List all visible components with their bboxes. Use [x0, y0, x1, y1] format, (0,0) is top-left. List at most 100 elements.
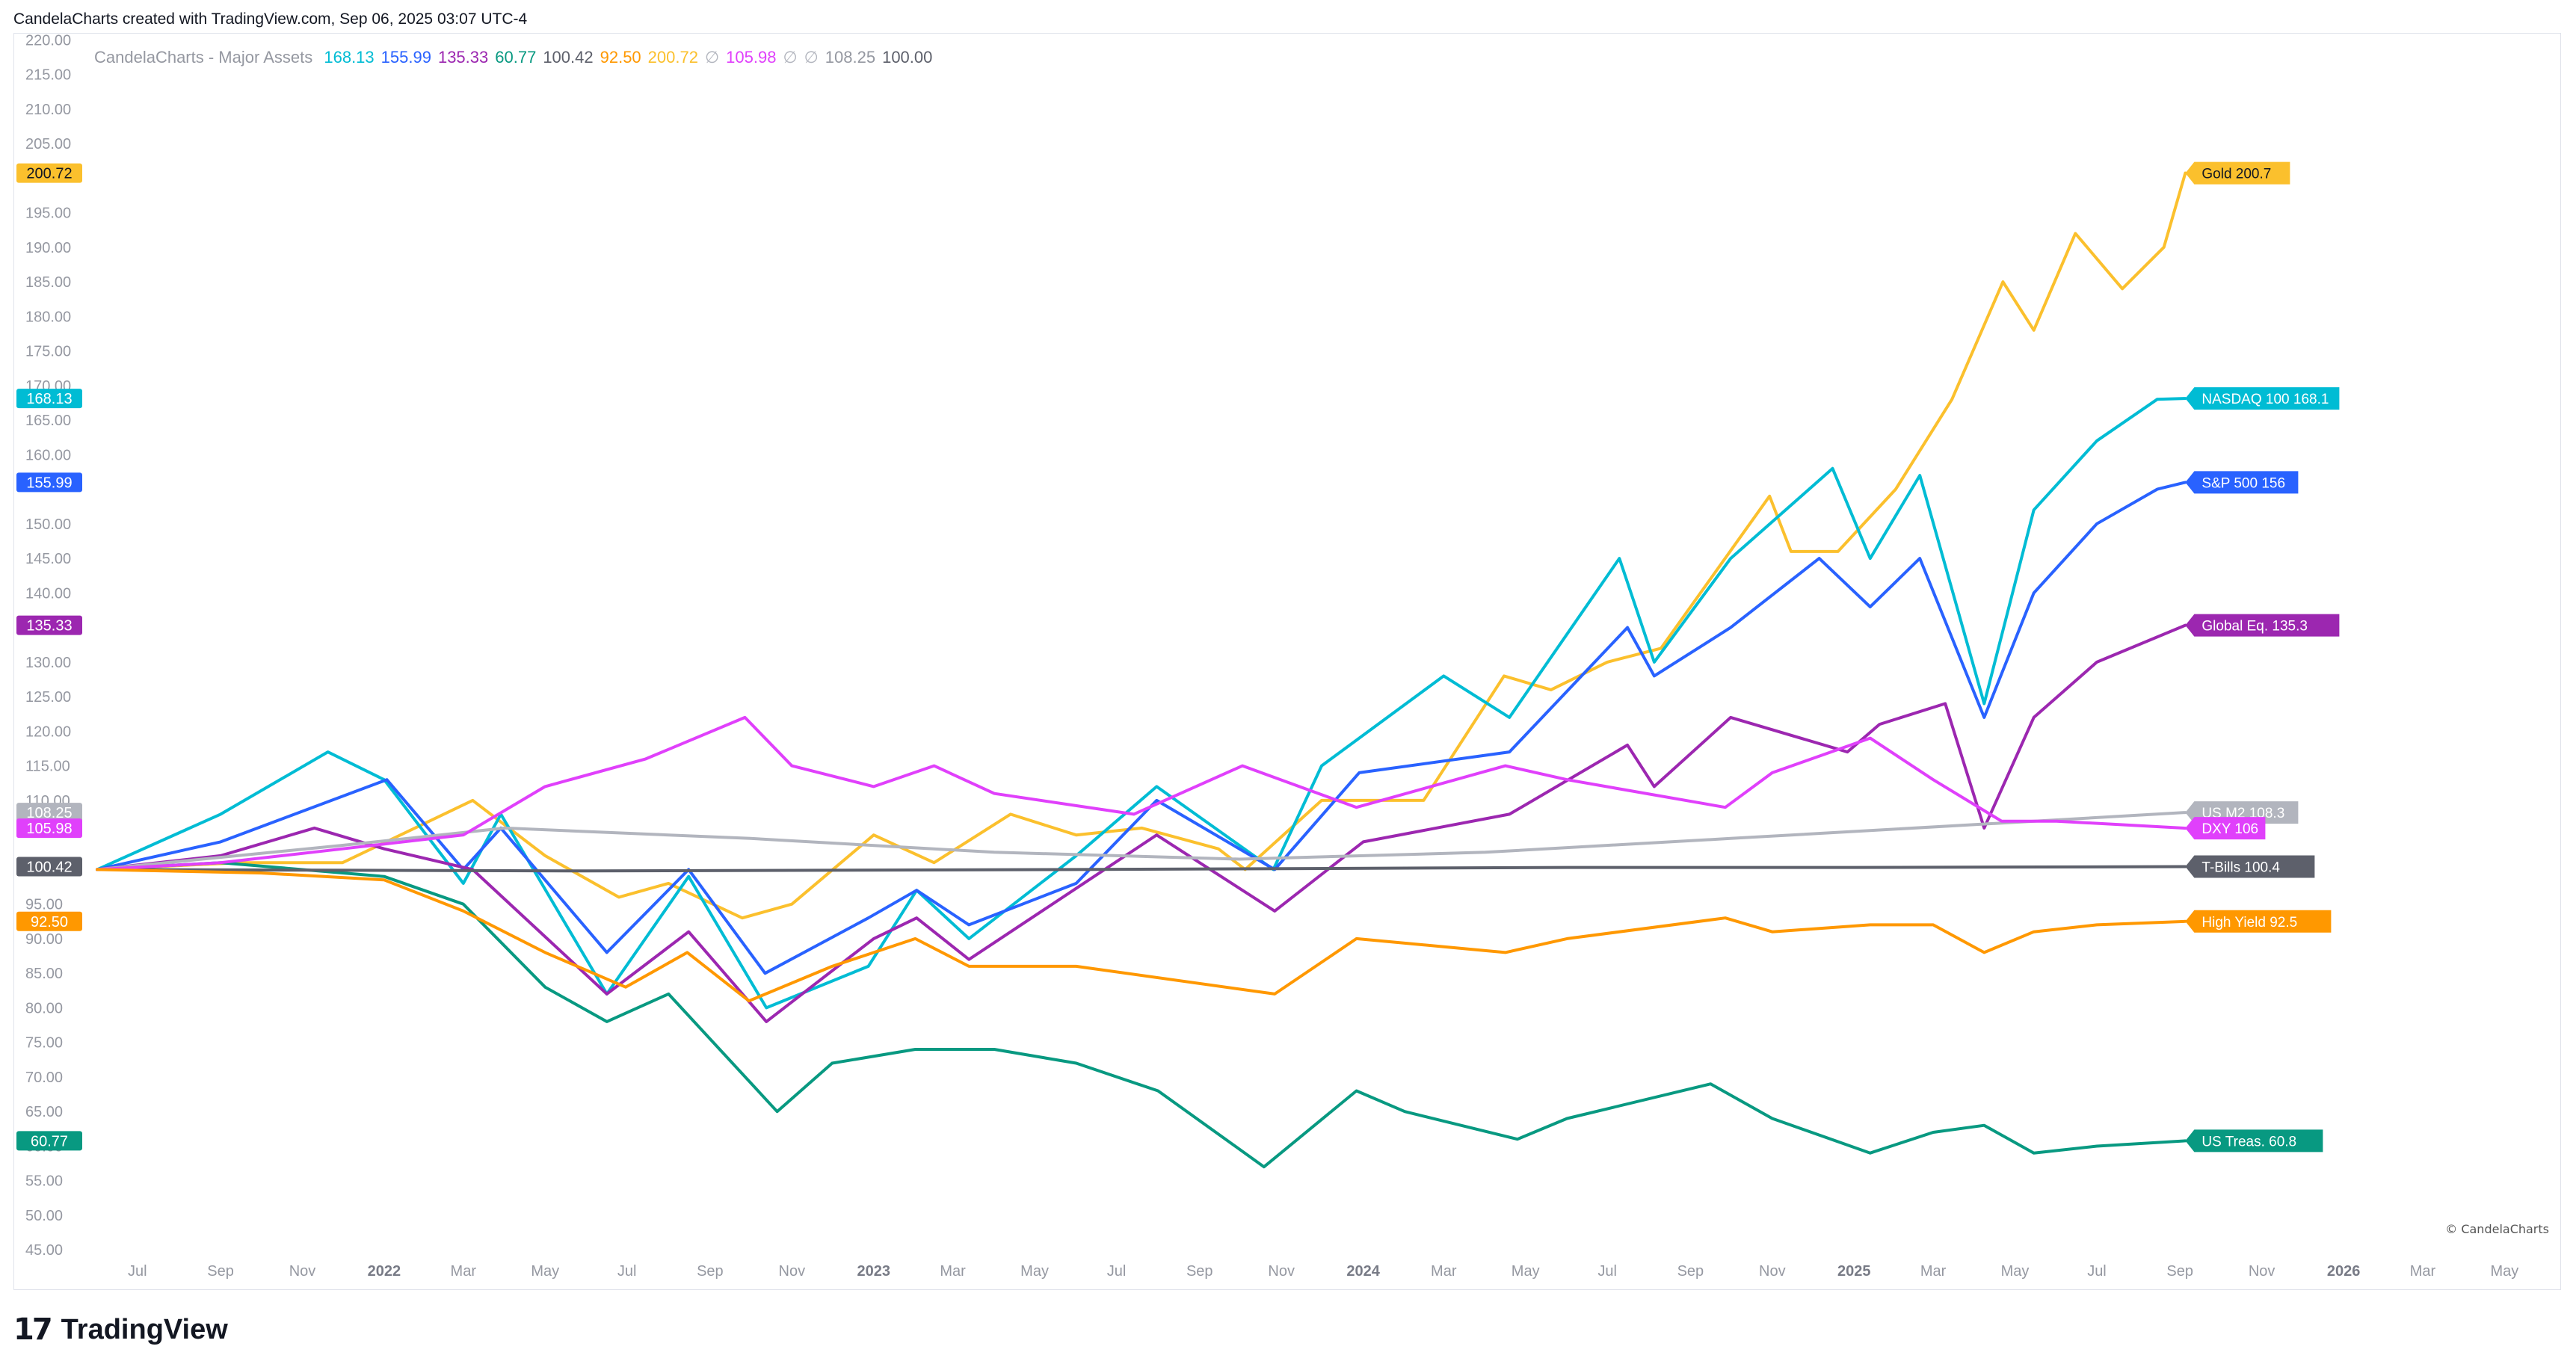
- series-line-us-m2[interactable]: [96, 811, 2187, 871]
- series-line-dxy[interactable]: [96, 715, 2187, 871]
- y-tick-label: 175.00: [25, 344, 71, 360]
- x-tick-label: Sep: [2166, 1263, 2193, 1280]
- axis-price-badge-text: 200.72: [26, 166, 72, 182]
- x-tick-label: May: [1512, 1263, 1540, 1280]
- legend-value: 135.33: [437, 48, 489, 67]
- y-tick-label: 190.00: [25, 240, 71, 256]
- series-end-label: Global Eq. 135.3: [2185, 614, 2340, 637]
- series-end-label: T-Bills 100.4: [2185, 855, 2315, 878]
- x-tick-label: May: [2001, 1263, 2030, 1280]
- x-tick-label: 2024: [1346, 1263, 1380, 1280]
- y-tick-label: 95.00: [25, 897, 63, 913]
- copyright-text: © CandelaCharts: [2445, 1222, 2549, 1236]
- tradingview-logo[interactable]: 17 TradingView: [13, 1312, 228, 1347]
- axis-price-badge: [16, 472, 82, 493]
- tradingview-logo-text: TradingView: [61, 1313, 228, 1345]
- axis-price-badge: [16, 1131, 82, 1151]
- axis-price-badge-text: 100.42: [26, 860, 72, 876]
- axis-price-badge: [16, 615, 82, 635]
- legend-value: ∅: [704, 48, 720, 67]
- legend-title: CandelaCharts - Major Assets: [94, 48, 313, 67]
- y-tick-label: 195.00: [25, 206, 71, 222]
- legend-value: 100.42: [543, 48, 594, 67]
- tradingview-logo-mark: 17: [13, 1312, 53, 1347]
- series-line-us-treas[interactable]: [96, 861, 2187, 1169]
- axis-price-badge: [16, 803, 82, 823]
- y-tick-label: 85.00: [25, 966, 63, 982]
- y-tick-label: 75.00: [25, 1035, 63, 1052]
- series-end-label: NASDAQ 100 168.1: [2185, 387, 2340, 410]
- x-tick-label: Nov: [2249, 1263, 2275, 1280]
- axis-price-badge: [16, 818, 82, 839]
- x-tick-label: 2023: [857, 1263, 891, 1280]
- y-tick-label: 185.00: [25, 274, 71, 291]
- x-tick-label: Nov: [779, 1263, 806, 1280]
- series-end-label-text: US Treas. 60.8: [2201, 1134, 2296, 1150]
- series-line-high-yield[interactable]: [96, 868, 2187, 1003]
- y-tick-label: 80.00: [25, 1000, 63, 1016]
- y-tick-label: 90.00: [25, 931, 63, 948]
- y-tick-label: 45.00: [25, 1242, 63, 1259]
- axis-price-badge: [16, 389, 82, 409]
- axis-price-badge-text: 105.98: [26, 821, 72, 837]
- series-line-global-eq[interactable]: [96, 623, 2187, 1023]
- series-end-label-text: High Yield 92.5: [2201, 915, 2297, 931]
- chart-frame[interactable]: [13, 33, 2561, 1290]
- legend-value: 155.99: [380, 48, 431, 67]
- x-tick-label: Jul: [1597, 1263, 1617, 1280]
- axis-price-badge-text: 60.77: [31, 1133, 68, 1150]
- x-tick-label: May: [531, 1263, 559, 1280]
- x-tick-label: 2022: [368, 1263, 401, 1280]
- y-tick-label: 65.00: [25, 1104, 63, 1120]
- legend-value: 108.25: [825, 48, 876, 67]
- axis-price-badge: [16, 857, 82, 877]
- y-tick-label: 215.00: [25, 67, 71, 84]
- x-tick-label: Mar: [2410, 1263, 2436, 1280]
- x-tick-label: Sep: [207, 1263, 234, 1280]
- series-line-gold[interactable]: [96, 171, 2187, 920]
- x-tick-label: Nov: [289, 1263, 316, 1280]
- series-end-label-text: Global Eq. 135.3: [2201, 619, 2308, 635]
- axis-badges: 200.72 168.13 155.99 135.33 60.77 100.42 108.2…: [16, 163, 82, 1151]
- x-tick-label: Nov: [1268, 1263, 1295, 1280]
- x-tick-label: 2026: [2327, 1263, 2361, 1280]
- y-tick-label: 145.00: [25, 551, 71, 567]
- y-tick-label: 70.00: [25, 1070, 63, 1086]
- x-tick-label: May: [2490, 1263, 2518, 1280]
- axis-price-badge-text: 108.25: [26, 805, 72, 821]
- series-line-nasdaq-100[interactable]: [96, 397, 2187, 1010]
- x-tick-label: Nov: [1759, 1263, 1786, 1280]
- series-end-label-text: S&P 500 156: [2201, 475, 2285, 491]
- x-tick-label: Mar: [451, 1263, 477, 1280]
- series-end-label: US Treas. 60.8: [2185, 1129, 2323, 1152]
- y-tick-label: 150.00: [25, 516, 71, 533]
- y-tick-label: 50.00: [25, 1208, 63, 1224]
- y-tick-label: 220.00: [25, 32, 71, 49]
- y-tick-label: 210.00: [25, 102, 71, 118]
- legend-value: 105.98: [726, 48, 777, 67]
- y-tick-label: 55.00: [25, 1173, 63, 1190]
- y-axis: 45.0050.0055.0060.0065.0070.0075.0080.00…: [25, 32, 71, 1259]
- y-tick-label: 120.00: [25, 723, 71, 740]
- y-tick-label: 180.00: [25, 309, 71, 325]
- legend-value: ∅: [783, 48, 798, 67]
- end-labels: Gold 200.7 NASDAQ 100 168.1 S&P 500 156 Glo…: [2185, 161, 2340, 1152]
- x-axis: Jul Sep Nov 2022 Mar May Jul Sep Nov 2023 Mar May Ju…: [128, 1263, 2518, 1280]
- x-tick-label: Mar: [1431, 1263, 1457, 1280]
- chart-legend: CandelaCharts - Major Assets 168.13 155.9…: [94, 48, 946, 67]
- y-tick-label: 115.00: [25, 759, 70, 775]
- y-tick-label: 130.00: [25, 655, 71, 671]
- y-tick-label: 140.00: [25, 585, 71, 602]
- series-line-t-bills[interactable]: [96, 865, 2187, 873]
- series-end-label-text: T-Bills 100.4: [2201, 860, 2280, 876]
- legend-value: 168.13: [324, 48, 375, 67]
- legend-value: 200.72: [647, 48, 698, 67]
- series-layer: [96, 171, 2187, 1169]
- x-tick-label: Sep: [1677, 1263, 1704, 1280]
- axis-price-badge-text: 168.13: [26, 391, 72, 407]
- x-tick-label: Jul: [2087, 1263, 2107, 1280]
- legend-value: ∅: [804, 48, 819, 67]
- axis-price-badge-text: 135.33: [26, 618, 72, 635]
- x-tick-label: Jul: [128, 1263, 147, 1280]
